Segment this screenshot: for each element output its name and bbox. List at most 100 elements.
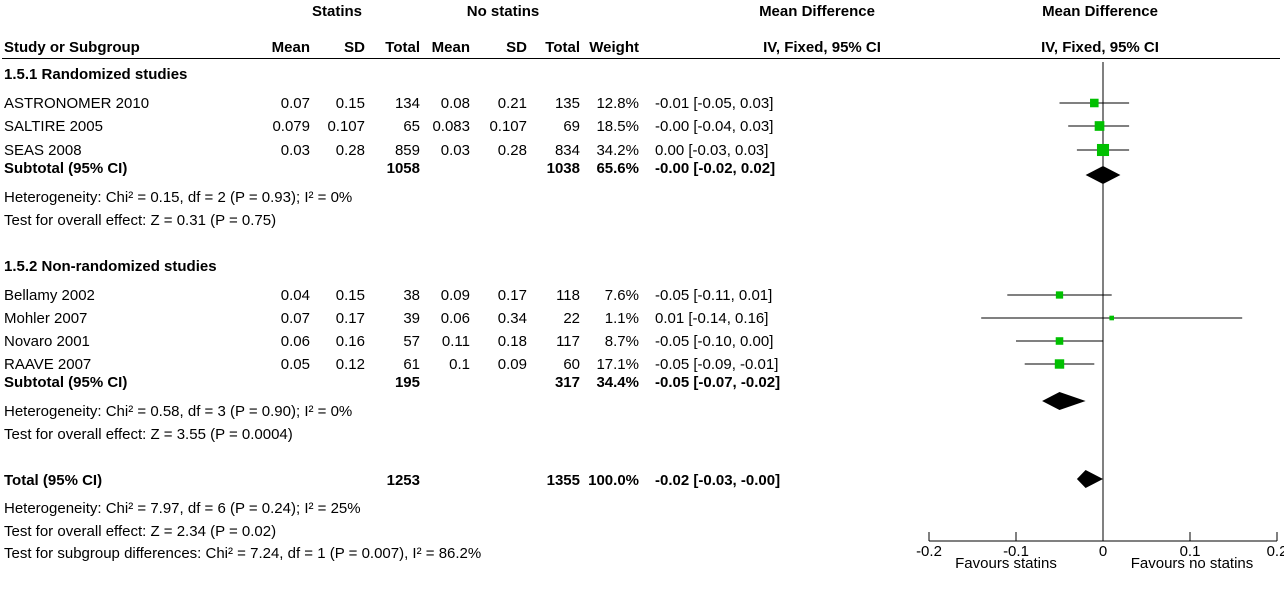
subgroup-title: 1.5.1 Randomized studies [4,66,188,83]
sd1: 0.17 [335,310,365,327]
total2: 834 [554,142,580,159]
sd2: 0.18 [497,333,527,350]
col-mean1: Mean [271,39,310,56]
total2: 22 [563,310,580,327]
sd1: 0.28 [335,142,365,159]
total2: 117 [556,333,580,350]
mean1: 0.06 [280,333,310,350]
group1-header: Statins [311,3,362,20]
total1: 57 [403,333,420,350]
subtotal-total2: 1038 [546,160,580,177]
ci-text: -0.01 [-0.05, 0.03] [655,95,774,112]
summary-diamond [1076,470,1103,488]
mean1: 0.079 [272,118,310,135]
mean1: 0.05 [280,356,310,373]
mean1: 0.04 [280,287,310,304]
total1: 65 [403,118,420,135]
mean2: 0.1 [449,356,470,373]
sd2: 0.17 [497,287,527,304]
mean2: 0.03 [440,142,470,159]
sd1: 0.15 [335,95,365,112]
total2: 69 [563,118,580,135]
footer-heterogeneity: Heterogeneity: Chi² = 7.97, df = 6 (P = … [4,500,361,517]
study-name: Mohler 2007 [4,310,88,327]
ci-text: -0.00 [-0.04, 0.03] [655,118,774,135]
mean2: 0.11 [441,333,470,350]
total2: 118 [556,287,580,304]
overall-effect-text: Test for overall effect: Z = 3.55 (P = 0… [4,426,293,443]
mean1: 0.03 [280,142,310,159]
ci-text: -0.05 [-0.11, 0.01] [655,287,773,304]
total2: 60 [563,356,580,373]
x-tick-label: -0.2 [916,543,942,560]
weight: 12.8% [596,95,639,112]
mean2: 0.083 [432,118,470,135]
subtotal-total1: 195 [394,374,420,391]
study-square [1055,337,1064,345]
col-sd2: SD [506,39,527,56]
overall-effect-text: Test for overall effect: Z = 0.31 (P = 0… [4,212,277,229]
total-total1: 1253 [386,472,420,489]
mean2: 0.09 [440,287,470,304]
weight: 17.1% [596,356,639,373]
subtotal-total1: 1058 [386,160,420,177]
weight: 8.7% [604,333,639,350]
ci-text: -0.05 [-0.10, 0.00] [655,333,774,350]
col-mean2: Mean [431,39,470,56]
weight: 34.2% [596,142,639,159]
x-tick-label: -0.1 [1003,543,1029,560]
col-sd1: SD [344,39,365,56]
study-name: SEAS 2008 [4,142,82,159]
ci-text: 0.01 [-0.14, 0.16] [655,310,769,327]
subtotal-weight: 34.4% [596,374,639,391]
effect-sub: IV, Fixed, 95% CI [763,39,881,56]
total-total2: 1355 [546,472,580,489]
ci-text: 0.00 [-0.03, 0.03] [655,142,769,159]
footer-overall-effect: Test for overall effect: Z = 2.34 (P = 0… [4,523,277,540]
weight: 18.5% [596,118,639,135]
study-name: Bellamy 2002 [4,287,95,304]
heterogeneity-text: Heterogeneity: Chi² = 0.15, df = 2 (P = … [4,189,353,206]
summary-diamond [1085,166,1121,184]
total-label: Total (95% CI) [4,472,103,489]
x-tick-label: 0.2 [1267,543,1284,560]
total-weight: 100.0% [588,472,639,489]
weight: 7.6% [604,287,639,304]
summary-diamond [1042,392,1086,410]
plot-sub: IV, Fixed, 95% CI [1041,39,1159,56]
favours-left-label: Favours statins [955,555,1057,572]
study-square [1055,291,1064,299]
subtotal-total2: 317 [554,374,580,391]
subgroup-title: 1.5.2 Non-randomized studies [4,258,217,275]
study-square [1096,143,1110,157]
study-square [1090,98,1099,108]
study-name: ASTRONOMER 2010 [4,95,150,112]
mean2: 0.06 [440,310,470,327]
study-name: Novaro 2001 [4,333,90,350]
plot-title: Mean Difference [1042,3,1158,20]
effect-title: Mean Difference [759,3,875,20]
sd2: 0.34 [497,310,527,327]
total1: 61 [403,356,420,373]
sd2: 0.21 [497,95,527,112]
mean1: 0.07 [280,95,310,112]
total1: 134 [394,95,420,112]
sd2: 0.28 [497,142,527,159]
total-ci-text: -0.02 [-0.03, -0.00] [655,472,781,489]
study-square [1054,359,1065,369]
total1: 39 [403,310,420,327]
ci-text: -0.05 [-0.09, -0.01] [655,356,779,373]
study-square [1109,315,1115,321]
subtotal-ci-text: -0.05 [-0.07, -0.02] [655,374,781,391]
heterogeneity-text: Heterogeneity: Chi² = 0.58, df = 3 (P = … [4,403,353,420]
sd1: 0.15 [335,287,365,304]
weight: 1.1% [604,310,639,327]
col-weight: Weight [589,39,639,56]
subtotal-weight: 65.6% [596,160,639,177]
header-rule [2,58,1280,59]
study-square [1094,121,1105,131]
col-total1: Total [385,39,420,56]
mean2: 0.08 [440,95,470,112]
total1: 38 [403,287,420,304]
